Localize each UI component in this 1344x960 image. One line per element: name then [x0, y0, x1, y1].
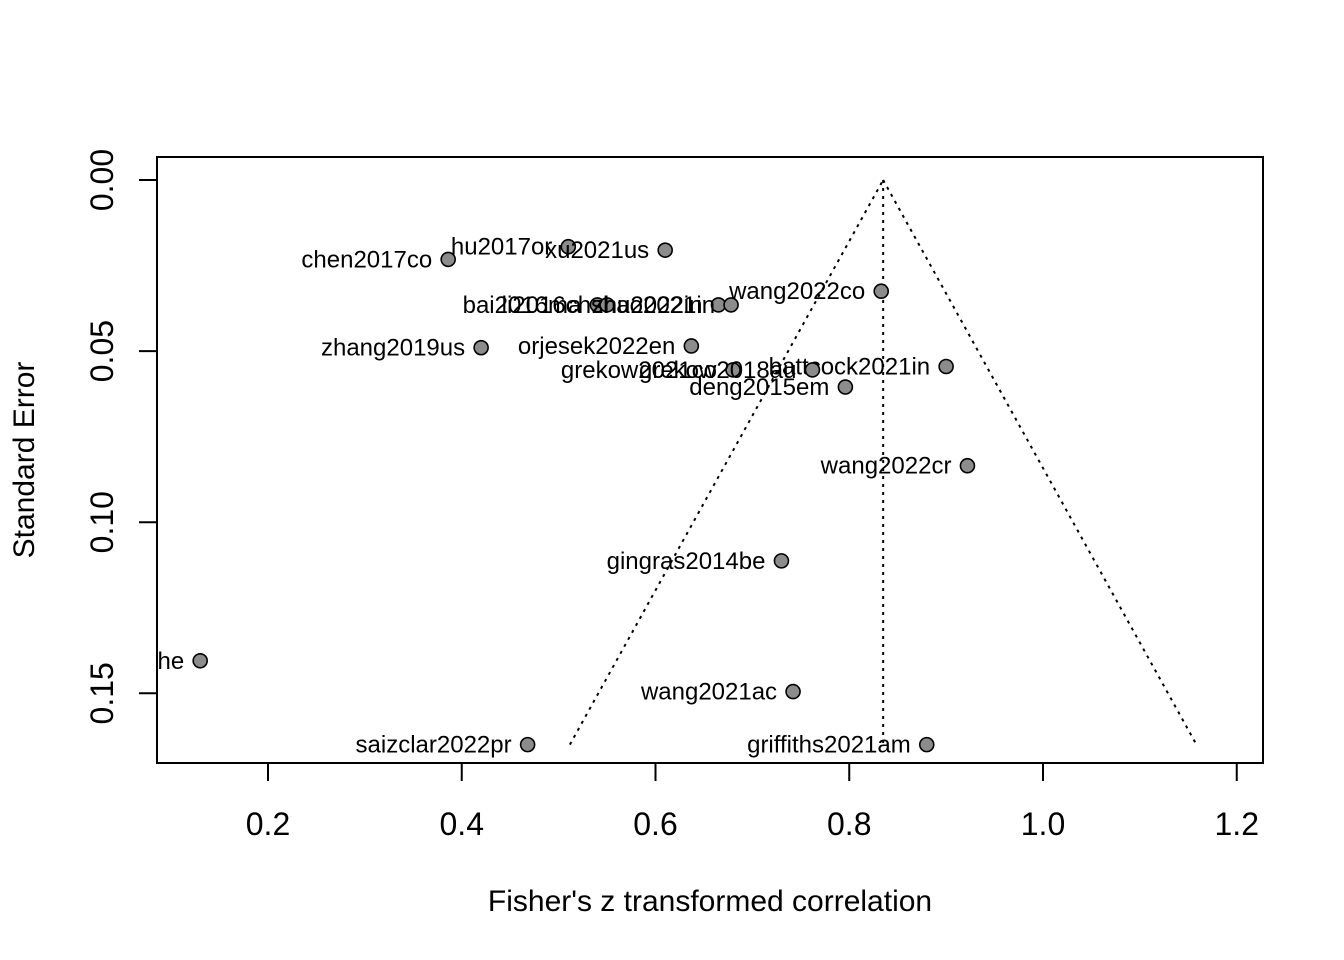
data-point-label: deng2015em: [689, 374, 829, 401]
data-point-label: orjesek2022en: [518, 333, 675, 360]
y-axis: 0.00 0.05 0.10 0.15: [84, 149, 158, 724]
data-point: [725, 362, 741, 378]
data-point-label: bai2016ma: [463, 292, 582, 319]
data-point-label: shao2021in: [591, 292, 715, 319]
data-point: [938, 358, 954, 375]
data-point: [723, 297, 739, 313]
funnel-lines: [568, 179, 1198, 746]
data-point-label: zhu2022in: [592, 292, 703, 319]
data-point: [837, 379, 854, 395]
data-point: [440, 251, 456, 268]
y-tick-label: 0.00: [84, 149, 120, 211]
funnel-left-line: [568, 179, 885, 746]
data-point-label: gingras2014be: [607, 548, 766, 575]
data-point-label: wang2021ac: [640, 679, 777, 706]
x-axis: 0.2 0.4 0.6 0.8 1.0 1.2: [246, 762, 1259, 842]
data-point: [804, 362, 821, 378]
data-point-label: wang2022cr: [820, 453, 952, 480]
x-tick-label: 1.0: [1021, 806, 1065, 842]
x-tick-label: 1.2: [1215, 806, 1259, 842]
data-point-label: wang2022co: [728, 278, 865, 305]
data-point: [519, 736, 536, 753]
funnel-right-line: [882, 179, 1198, 746]
y-tick-label: 0.05: [84, 320, 120, 382]
data-point-label: grekow2021co: [561, 357, 717, 384]
data-point-label: li2016ch: [502, 292, 591, 319]
data-point: [773, 553, 790, 569]
x-tick-label: 0.6: [633, 806, 677, 842]
data-point-label: battcock2021in: [769, 353, 930, 380]
data-point-label: saizclar2022pr: [356, 732, 512, 759]
x-axis-title: Fisher's z transformed correlation: [488, 885, 932, 918]
data-point-label: xu2021us: [545, 237, 649, 264]
data-point: [657, 242, 673, 258]
data-point-label: chen2017co: [301, 246, 432, 273]
x-tick-label: 0.8: [827, 806, 871, 842]
data-point-label: grekow2018au: [639, 357, 796, 384]
data-point: [918, 736, 935, 753]
data-point: [873, 283, 890, 300]
data-point: [959, 457, 976, 474]
data-point: [785, 683, 801, 700]
data-point-label: zhang2019us: [321, 335, 465, 362]
data-point: [192, 652, 208, 669]
data-point: [683, 338, 700, 354]
y-tick-label: 0.10: [84, 491, 120, 553]
data-point-label: he: [157, 648, 184, 675]
y-axis-title: Standard Error: [8, 362, 41, 559]
y-tick-label: 0.15: [84, 662, 120, 724]
data-point-label: griffiths2021am: [747, 732, 911, 759]
data-point: [599, 297, 615, 313]
data-point: [560, 238, 577, 255]
x-tick-label: 0.2: [246, 806, 290, 842]
data-point: [473, 339, 489, 356]
x-tick-label: 0.4: [440, 806, 484, 842]
data-point-label: hu2017or: [451, 234, 552, 261]
